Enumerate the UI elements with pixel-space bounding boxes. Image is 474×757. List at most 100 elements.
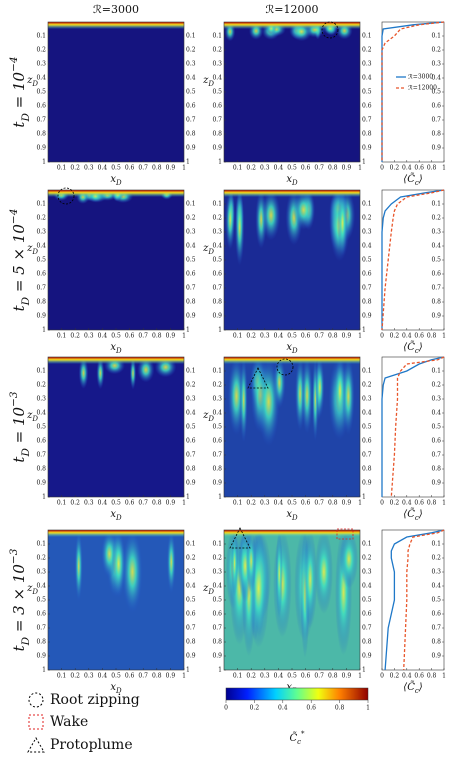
z-tick-label: 0.7 [186,625,196,632]
z-tick-label: 1 [186,494,190,501]
z-tick-label: 0.9 [431,313,441,320]
x-tick-label: 1 [182,165,186,172]
label-part: ⟨C̃ [403,508,415,520]
label-part: x [286,509,292,520]
label-part: D [291,179,298,187]
z-tick-label: 0.7 [36,285,46,292]
label-part: C̃ [289,732,297,744]
legend: Root zipping Wake Protoplume [27,692,140,753]
label-part: D [115,514,122,522]
x-tick-label: 0.2 [246,333,256,340]
z-tick-label: 0.1 [186,541,196,548]
z-tick-label: 0.1 [186,33,196,40]
legend-label: ℛ=3000 [408,74,433,81]
profile-line [381,189,445,330]
x-tick-label: 0.5 [287,165,297,172]
row-label: tD = 10−4 [8,56,32,127]
z-tick-label: 0.3 [186,396,196,403]
plume [122,530,143,614]
z-tick-label: 1 [218,327,222,334]
x-tick-label: 0.6 [301,500,311,507]
z-tick-label: 0.4 [212,583,222,590]
colorbar-tick-label: 0.4 [278,705,288,712]
plume [96,357,105,390]
z-tick-label: 0.3 [186,61,196,68]
x-tick-label: 1 [358,500,362,507]
z-tick-label: 0.1 [362,201,372,208]
x-axis-label: xD [286,174,298,188]
z-tick-label: 0.9 [431,145,441,152]
label-part: D [20,636,32,646]
z-tick-label: 0.6 [212,103,222,110]
x-axis-label: xD [110,342,122,356]
z-tick-label: 0.5 [36,89,46,96]
plume [293,190,314,230]
plume [275,530,283,618]
row-label: tD = 3 × 10−3 [8,548,32,651]
x-tick-label: 0.5 [111,333,121,340]
z-tick-label: 0.9 [186,145,196,152]
x-tick-label: 0.8 [427,500,437,507]
z-tick-label: 0.9 [362,313,372,320]
x-tick-label: 0 [380,333,384,340]
plume [74,530,83,603]
z-tick-label: 0.5 [212,597,222,604]
x-tick-label: 0.8 [328,500,338,507]
label-part: x [286,682,292,693]
z-tick-label: 0.5 [362,424,372,431]
z-tick-label: 0.7 [36,117,46,124]
z-tick-label: 0.2 [362,215,372,222]
z-tick-label: 0.5 [212,257,222,264]
label-part: c [415,514,419,522]
x-axis-label: xD [286,509,298,523]
colorbar-tick-label: 0.8 [335,705,345,712]
label-part: −3 [8,391,20,407]
z-tick-label: 0.2 [212,215,222,222]
plume [239,357,248,443]
z-tick-label: 0.8 [431,131,441,138]
x-tick-label: 0.8 [152,500,162,507]
z-tick-label: 0.4 [362,410,372,417]
z-tick-label: 0.8 [362,131,372,138]
z-tick-label: 0.8 [212,639,222,646]
x-tick-label: 0.4 [402,500,412,507]
x-tick-label: 0.1 [233,673,243,680]
label-part: D [207,588,214,596]
z-tick-label: 0.2 [431,215,441,222]
label-part: c [415,687,419,695]
z-tick-label: 0.8 [362,639,372,646]
z-tick-label: 0.2 [36,47,46,54]
x-tick-label: 0.6 [414,165,424,172]
x-tick-label: 0.8 [152,673,162,680]
z-tick-label: 0.4 [186,583,196,590]
profile-line [384,529,445,671]
label-part: D [31,80,38,88]
plume [303,530,318,629]
z-tick-label: 0.8 [212,466,222,473]
column-header: ℛ=3000 [93,3,139,16]
z-tick-label: 1 [186,327,190,334]
z-tick-label: 0.6 [186,438,196,445]
heatmap-panel [223,529,361,671]
z-tick-label: 0.7 [186,117,196,124]
x-tick-label: 1 [442,333,446,340]
z-tick-label: 0.2 [186,555,196,562]
z-tick-label: 0.2 [431,382,441,389]
z-tick-label: 0.7 [431,117,441,124]
z-tick-label: 0.6 [186,611,196,618]
x-tick-label: 0 [380,500,384,507]
z-tick-label: 0.4 [186,75,196,82]
z-tick-label: 0.2 [431,555,441,562]
z-tick-label: 0.6 [362,611,372,618]
z-tick-label: 0.4 [362,583,372,590]
x-tick-label: 0.5 [111,500,121,507]
z-tick-label: 0.4 [212,243,222,250]
z-tick-label: 0.5 [431,257,441,264]
z-tick-label: 1 [42,494,46,501]
z-tick-label: 0.6 [431,611,441,618]
x-tick-label: 0.5 [287,500,297,507]
x-tick-label: 0.6 [125,333,135,340]
colorbar-tick-label: 0 [224,705,228,712]
z-tick-label: 0.3 [362,61,372,68]
x-tick-label: 0.5 [287,333,297,340]
